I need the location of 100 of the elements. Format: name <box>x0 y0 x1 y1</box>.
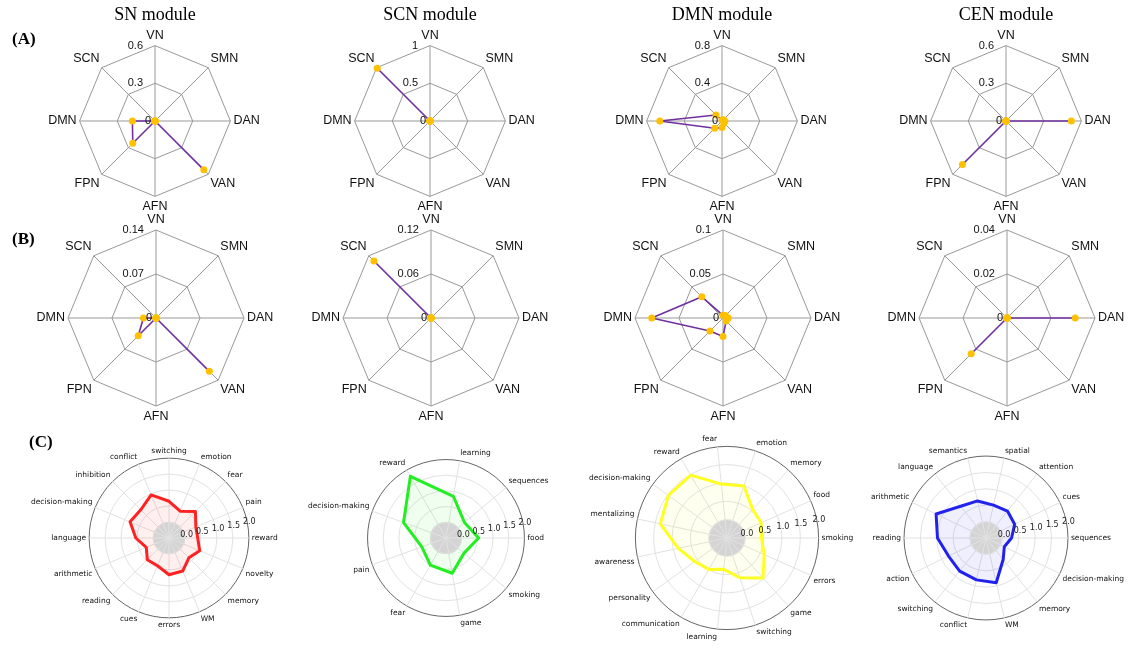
y-tick-label: 0.07 <box>122 267 144 280</box>
y-tick-label: 1.5 <box>227 520 241 530</box>
text: (A) <box>12 29 36 48</box>
spoke-label: SMN <box>787 238 816 253</box>
spoke-label: VAN <box>210 176 236 191</box>
y-tick-label: 0 <box>712 311 719 324</box>
y-tick-label: 1.5 <box>503 520 516 530</box>
spoke-label: VN <box>421 27 439 42</box>
spoke-label: AFN <box>710 408 736 423</box>
y-tick-label: 1.0 <box>487 523 501 533</box>
spoke-label: VN <box>998 211 1016 226</box>
y-tick-label: 2.0 <box>1062 517 1075 527</box>
spoke-label: SMN <box>1071 238 1100 253</box>
chart-title: SCN module <box>383 3 477 24</box>
y-tick-label: 2.0 <box>518 517 532 527</box>
y-tick-label: 0.3 <box>978 76 994 89</box>
spoke-label: AFN <box>417 199 443 214</box>
spoke-label: VN <box>713 27 731 42</box>
y-tick-label: 0.5 <box>472 526 486 536</box>
spoke-label: VAN <box>495 382 521 397</box>
y-tick-label: 0.1 <box>695 223 711 236</box>
spoke-label: VAN <box>1071 382 1097 397</box>
y-tick-label: 0.5 <box>402 76 418 89</box>
spoke-label: FPN <box>74 176 100 191</box>
spoke-label: SMN <box>485 50 514 65</box>
spoke-label: DAN <box>1098 310 1125 325</box>
spoke-label: VN <box>997 27 1015 42</box>
spoke-label: FPN <box>349 176 375 191</box>
y-tick-label: 0.12 <box>397 223 419 236</box>
spoke-label: SCN <box>924 50 951 65</box>
spoke-label: VAN <box>220 382 246 397</box>
y-tick-label: 0.14 <box>122 223 144 236</box>
y-tick-label: 0.0 <box>457 529 470 539</box>
y-tick-label: 0 <box>995 114 1002 127</box>
y-tick-label: 0.8 <box>694 38 710 51</box>
spoke-label: FPN <box>925 176 951 191</box>
spoke-label: DAN <box>1084 113 1111 128</box>
y-tick-label: 0.06 <box>397 267 419 280</box>
y-tick-label: 0.3 <box>127 76 143 89</box>
spoke-label: AFN <box>994 408 1020 423</box>
spoke-label: DAN <box>233 113 260 128</box>
spoke-label: VAN <box>787 382 813 397</box>
chart-title: CEN module <box>958 3 1054 24</box>
spoke-label: VN <box>714 211 732 226</box>
y-tick-label: 0.05 <box>689 267 711 280</box>
y-tick-label: 0.02 <box>973 267 995 280</box>
spoke-label: FPN <box>641 176 667 191</box>
y-tick-label: 1.5 <box>794 518 808 528</box>
y-tick-label: 0.5 <box>1013 526 1027 536</box>
spoke-label: SCN <box>632 238 659 253</box>
y-tick-label: 0.0 <box>180 529 194 539</box>
spoke-label: VAN <box>777 176 803 191</box>
spoke-label: SMN <box>220 238 249 253</box>
spoke-label: VAN <box>1061 176 1087 191</box>
spoke-label: VAN <box>485 176 511 191</box>
spoke-label: DMN <box>48 113 77 128</box>
spoke-label: AFN <box>993 199 1019 214</box>
y-tick-label: 1.0 <box>211 523 225 533</box>
spoke-label: DAN <box>247 310 274 325</box>
spoke-label: DAN <box>522 310 549 325</box>
spoke-label: DAN <box>800 113 827 128</box>
y-tick-label: 1.0 <box>776 522 790 532</box>
spoke-label: SCN <box>348 50 375 65</box>
chart-title: DMN module <box>671 3 773 24</box>
y-tick-label: 0 <box>419 114 426 127</box>
y-tick-label: 0.6 <box>978 38 994 51</box>
y-tick-label: 2.0 <box>242 517 256 527</box>
spoke-label: AFN <box>142 199 168 214</box>
spoke-label: FPN <box>917 382 943 397</box>
spoke-label: VN <box>147 211 165 226</box>
spoke-label: DMN <box>323 113 352 128</box>
spoke-label: DMN <box>615 113 644 128</box>
y-tick-label: 0.0 <box>740 529 754 539</box>
spoke-label: DMN <box>887 310 916 325</box>
spoke-label: VN <box>422 211 440 226</box>
y-tick-label: 0.0 <box>997 529 1011 539</box>
spoke-label: DMN <box>311 310 340 325</box>
spoke-label: DAN <box>508 113 535 128</box>
y-tick-label: 0 <box>420 311 427 324</box>
spoke-label: AFN <box>143 408 169 423</box>
y-tick-label: 1 <box>411 38 418 51</box>
y-tick-label: 0.6 <box>127 38 143 51</box>
y-tick-label: 0.4 <box>694 76 710 89</box>
spoke-label: FPN <box>66 382 92 397</box>
y-tick-label: 1.0 <box>1029 523 1043 533</box>
spoke-label: VN <box>146 27 164 42</box>
text: (B) <box>12 229 35 248</box>
spoke-label: SCN <box>640 50 667 65</box>
spoke-label: DAN <box>814 310 841 325</box>
spoke-label: FPN <box>341 382 367 397</box>
spoke-label: SCN <box>340 238 367 253</box>
spoke-label: SMN <box>777 50 806 65</box>
y-tick-label: 2.0 <box>812 515 826 525</box>
spoke-label: SCN <box>73 50 100 65</box>
spoke-label: AFN <box>418 408 444 423</box>
spoke-label: FPN <box>633 382 659 397</box>
y-tick-label: 1.5 <box>1045 520 1059 530</box>
spoke-label: DMN <box>899 113 928 128</box>
spoke-label: SMN <box>210 50 239 65</box>
spoke-label: SCN <box>65 238 92 253</box>
